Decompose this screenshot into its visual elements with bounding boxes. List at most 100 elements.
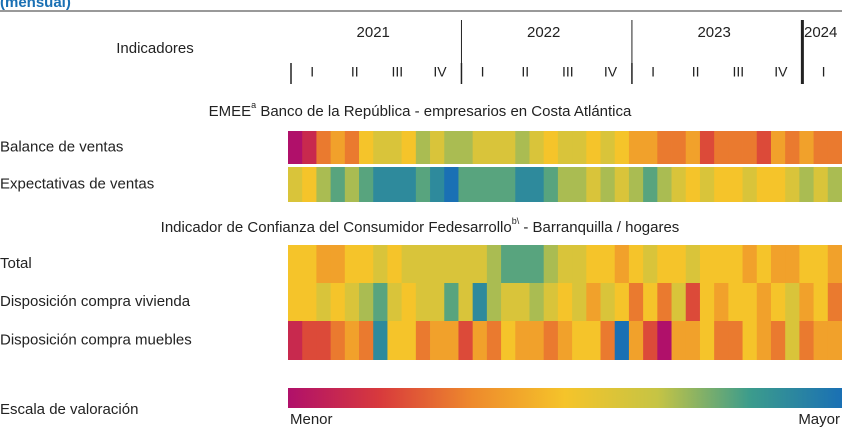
heat-cell (430, 167, 445, 202)
heat-cell (685, 283, 701, 321)
heat-cell (458, 321, 474, 360)
heat-cell (330, 245, 346, 283)
heat-cell (543, 245, 559, 283)
heat-cell (387, 131, 403, 164)
heat-cell (770, 321, 786, 360)
heat-cell (288, 283, 303, 321)
heat-cell (415, 245, 431, 283)
heat-cell (699, 131, 715, 164)
heat-cell (316, 283, 332, 321)
heat-cell (501, 167, 516, 202)
heat-cell (813, 131, 829, 164)
heat-cell (742, 321, 758, 360)
heat-cell (373, 283, 388, 321)
heat-cell (543, 283, 559, 321)
heat-cell (671, 245, 687, 283)
heat-cell (643, 321, 658, 360)
heat-cell (415, 131, 431, 164)
heat-cell (628, 131, 644, 164)
heat-cell (785, 131, 800, 164)
heat-cell (359, 167, 374, 202)
heat-cell (373, 321, 388, 360)
heat-cell (742, 131, 758, 164)
heat-cell (359, 245, 374, 283)
heat-cell (529, 283, 545, 321)
heat-cell (699, 321, 715, 360)
quarter-label: II (351, 64, 359, 80)
heat-cell (685, 167, 701, 202)
heat-cell (600, 245, 616, 283)
heat-cell (401, 167, 417, 202)
heat-cell (316, 167, 332, 202)
heat-cell (813, 283, 829, 321)
heat-cell (728, 283, 743, 321)
heat-cell (387, 321, 403, 360)
year-label: 2022 (527, 24, 560, 41)
quarter-label: IV (774, 64, 788, 80)
heat-cell (344, 283, 360, 321)
heat-cell (657, 321, 672, 360)
heat-cell (557, 321, 573, 360)
heat-cell (714, 321, 729, 360)
heat-cell (657, 245, 672, 283)
heat-cell (600, 321, 616, 360)
heat-cell (529, 245, 545, 283)
year-label: 2023 (697, 24, 730, 41)
heat-cell (359, 131, 374, 164)
section-title-part: EMEE (209, 103, 252, 120)
heat-cell (430, 283, 445, 321)
heat-cell (699, 167, 715, 202)
heat-cell (813, 167, 829, 202)
heat-cell (543, 131, 559, 164)
heat-cell (330, 283, 346, 321)
heat-cell (415, 321, 431, 360)
section-title-sup: b\ (512, 216, 520, 226)
heat-cell (714, 245, 729, 283)
heat-cell (799, 321, 814, 360)
heat-cell (714, 167, 729, 202)
heat-cell (742, 167, 758, 202)
heat-cell (756, 283, 772, 321)
heat-cell (444, 283, 459, 321)
scale-max: Mayor (798, 411, 840, 428)
heat-cell (770, 283, 786, 321)
quarter-label: I (310, 64, 314, 80)
heat-cell (401, 321, 417, 360)
heat-cell (415, 283, 431, 321)
heat-cell (430, 245, 445, 283)
heat-cell (373, 167, 388, 202)
heat-cell (415, 167, 431, 202)
heat-cell (472, 283, 488, 321)
heat-cell (799, 167, 814, 202)
quarter-label: I (651, 64, 655, 80)
heat-cell (657, 283, 672, 321)
heat-cell (657, 167, 672, 202)
heat-cell (728, 321, 743, 360)
heat-cell (572, 321, 587, 360)
heat-cell (572, 245, 587, 283)
heat-cell (557, 283, 573, 321)
heat-cell (827, 283, 842, 321)
heat-cell (614, 321, 630, 360)
heat-cell (614, 167, 630, 202)
heat-cell (288, 321, 303, 360)
heat-cell (344, 321, 360, 360)
color-scale (288, 388, 842, 408)
scale-title: Escala de valoración (0, 401, 138, 418)
heat-cell (572, 283, 587, 321)
heat-cell (699, 283, 715, 321)
heat-cell (756, 321, 772, 360)
heat-cell (699, 245, 715, 283)
heat-cell (600, 131, 616, 164)
heat-cell (458, 245, 474, 283)
heat-cell (344, 245, 360, 283)
heat-cell (614, 131, 630, 164)
heat-cell (401, 245, 417, 283)
heat-cell (785, 283, 800, 321)
heat-cell (515, 131, 530, 164)
subtitle: (mensual) (0, 0, 71, 11)
heat-cell (486, 131, 502, 164)
heat-cell (515, 245, 530, 283)
heat-cell (430, 131, 445, 164)
